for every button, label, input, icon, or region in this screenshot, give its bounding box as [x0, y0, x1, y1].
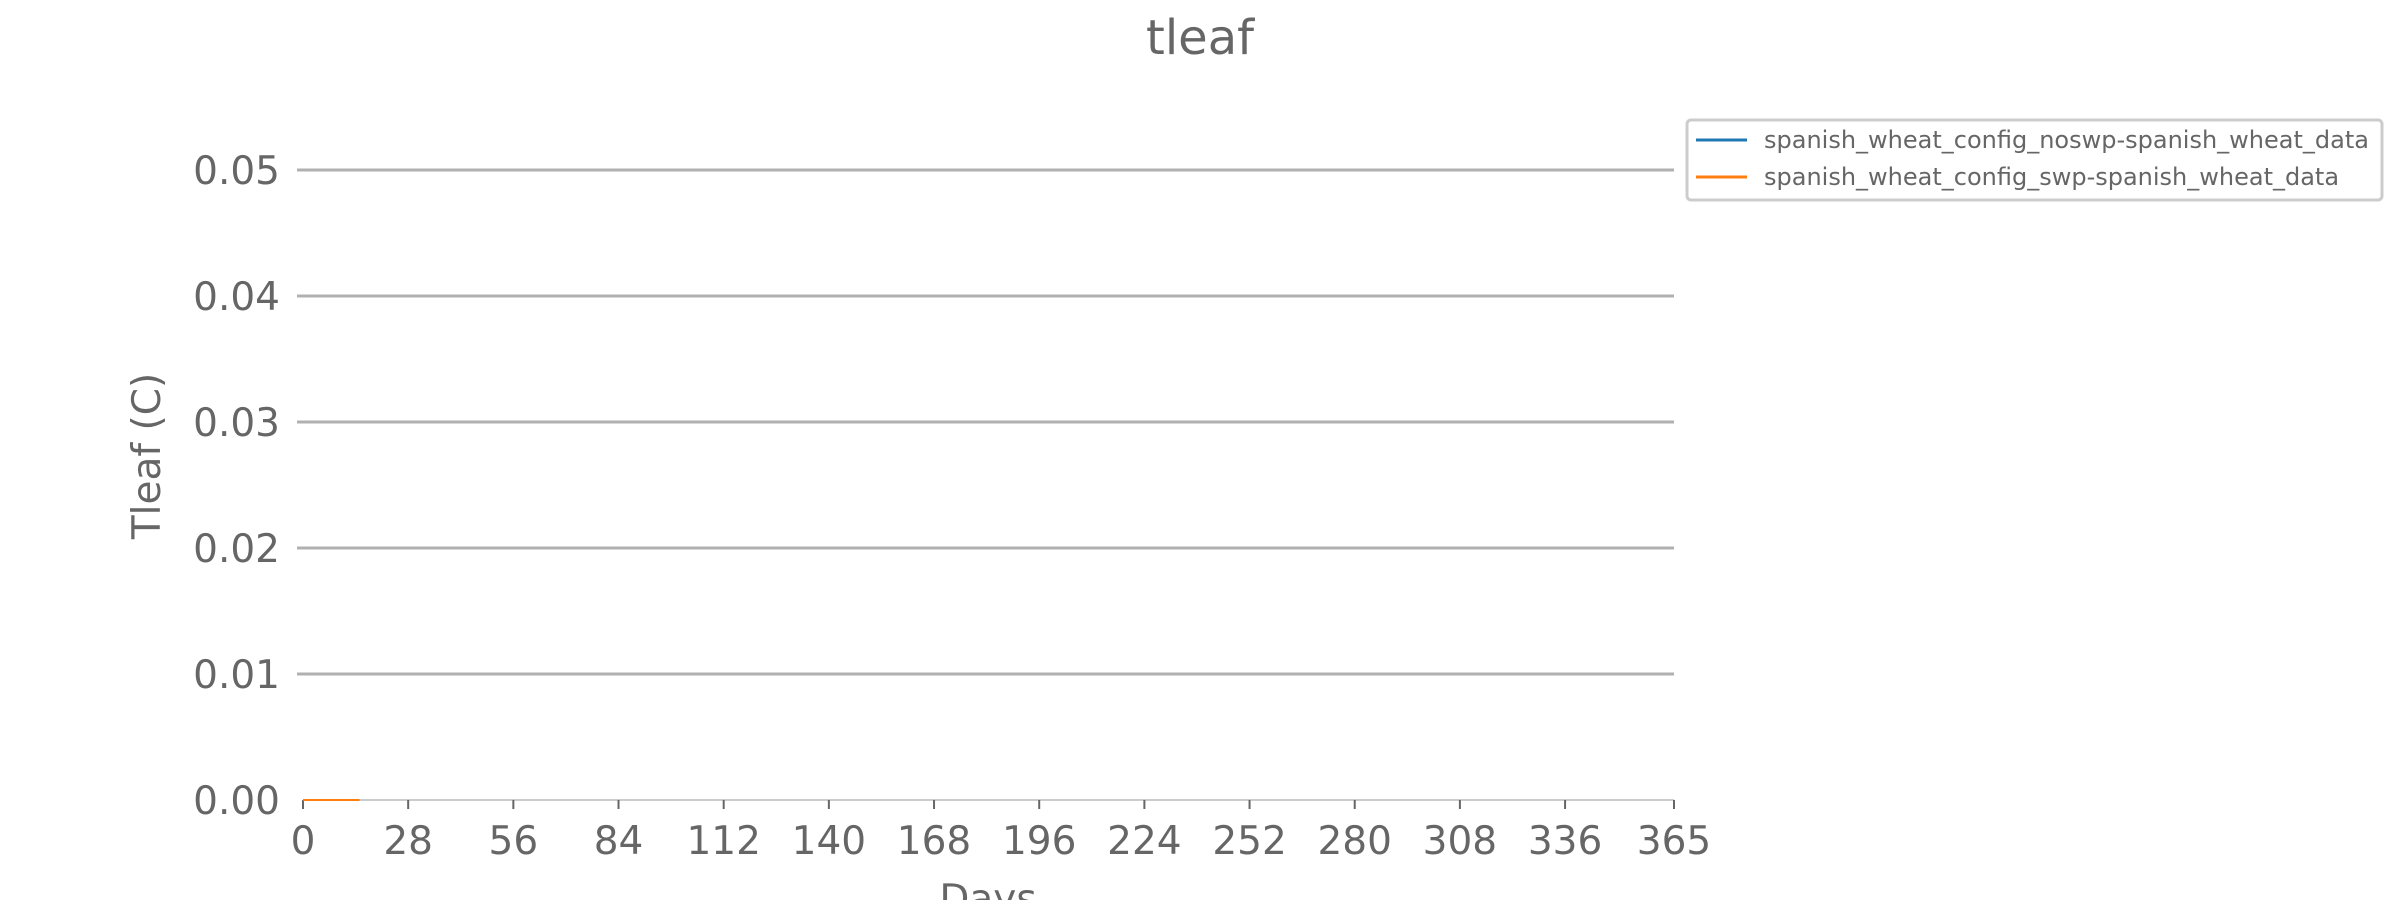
x-tick-label: 336: [1528, 819, 1602, 864]
x-tick-label: 280: [1317, 819, 1391, 864]
y-tick-label: 0.01: [193, 653, 280, 698]
x-tick-label: 112: [686, 819, 760, 864]
y-tick-label: 0.05: [193, 149, 280, 194]
x-tick-label: 28: [383, 819, 433, 864]
x-tick-label: 140: [792, 819, 866, 864]
chart-title: tleaf: [1146, 10, 1255, 66]
x-tick-label: 196: [1002, 819, 1076, 864]
legend-label-2: spanish_wheat_config_swp-spanish_wheat_d…: [1764, 163, 2339, 191]
x-tick-label: 0: [291, 819, 316, 864]
x-axis-label: Days: [939, 877, 1036, 900]
x-tick-label: 252: [1212, 819, 1286, 864]
tick-labels: 0.00 0.01 0.02 0.03 0.04 0.05 0 28 56 84 112 140 168…: [193, 149, 1711, 864]
x-tick-label: 365: [1637, 819, 1711, 864]
y-tick-label: 0.04: [193, 275, 280, 320]
x-tick-label: 84: [594, 819, 644, 864]
y-tick-label: 0.03: [193, 401, 280, 446]
x-tick-label: 168: [897, 819, 971, 864]
grid-lines: [297, 168, 1674, 676]
x-tick-label: 56: [489, 819, 539, 864]
x-tick-label: 224: [1107, 819, 1181, 864]
legend-label-1: spanish_wheat_config_noswp-spanish_wheat…: [1764, 126, 2369, 154]
legend: spanish_wheat_config_noswp-spanish_wheat…: [1685, 118, 2384, 202]
legend-frame: [1685, 118, 2384, 202]
x-tick-label: 308: [1423, 819, 1497, 864]
y-tick-label: 0.00: [193, 779, 280, 824]
axes: [302, 799, 1675, 809]
y-axis-label: Tleaf (C): [125, 373, 170, 540]
y-tick-label: 0.02: [193, 527, 280, 572]
